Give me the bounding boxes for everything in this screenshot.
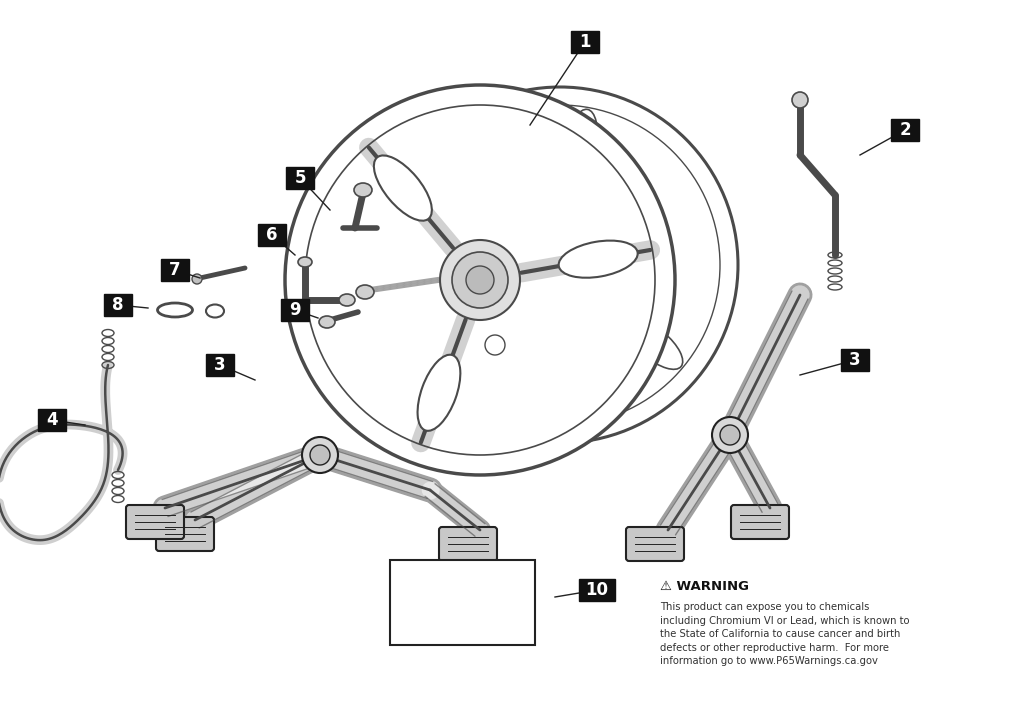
Text: 3: 3	[849, 351, 861, 369]
Circle shape	[712, 417, 748, 453]
FancyBboxPatch shape	[281, 299, 309, 321]
Text: 1: 1	[580, 33, 591, 51]
Circle shape	[452, 252, 508, 308]
FancyBboxPatch shape	[579, 579, 615, 601]
Text: This product can expose you to chemicals
including Chromium VI or Lead, which is: This product can expose you to chemicals…	[660, 602, 909, 666]
Text: 2: 2	[899, 121, 910, 139]
Ellipse shape	[565, 109, 597, 179]
Ellipse shape	[418, 355, 461, 431]
Text: 6: 6	[266, 226, 278, 244]
Ellipse shape	[559, 241, 638, 277]
Text: 5: 5	[294, 169, 306, 187]
FancyBboxPatch shape	[731, 505, 790, 539]
Ellipse shape	[298, 257, 312, 267]
FancyBboxPatch shape	[38, 409, 66, 431]
Ellipse shape	[411, 288, 478, 326]
Circle shape	[440, 240, 520, 320]
Ellipse shape	[374, 156, 432, 221]
FancyBboxPatch shape	[104, 294, 132, 316]
Circle shape	[720, 425, 740, 445]
Text: 7: 7	[169, 261, 181, 279]
Circle shape	[466, 266, 494, 294]
FancyBboxPatch shape	[258, 224, 286, 246]
Ellipse shape	[356, 285, 374, 299]
Text: 9: 9	[289, 301, 301, 319]
Ellipse shape	[354, 183, 372, 197]
Text: 10: 10	[586, 581, 608, 599]
FancyBboxPatch shape	[156, 517, 214, 551]
Bar	[390, 560, 535, 645]
Ellipse shape	[339, 294, 355, 306]
Text: 3: 3	[214, 356, 226, 374]
Circle shape	[302, 437, 338, 473]
FancyBboxPatch shape	[439, 527, 497, 561]
Text: 4: 4	[46, 411, 57, 429]
Ellipse shape	[626, 319, 683, 369]
FancyBboxPatch shape	[126, 505, 184, 539]
FancyBboxPatch shape	[626, 527, 684, 561]
Circle shape	[285, 85, 675, 475]
Circle shape	[310, 445, 330, 465]
Ellipse shape	[319, 316, 335, 328]
FancyBboxPatch shape	[891, 119, 919, 141]
Text: ⚠ WARNING: ⚠ WARNING	[660, 580, 749, 593]
Circle shape	[193, 274, 202, 284]
FancyBboxPatch shape	[206, 354, 234, 376]
FancyBboxPatch shape	[571, 31, 599, 53]
Text: 8: 8	[113, 296, 124, 314]
Circle shape	[792, 92, 808, 108]
FancyBboxPatch shape	[286, 167, 314, 189]
FancyBboxPatch shape	[161, 259, 189, 281]
FancyBboxPatch shape	[841, 349, 869, 371]
